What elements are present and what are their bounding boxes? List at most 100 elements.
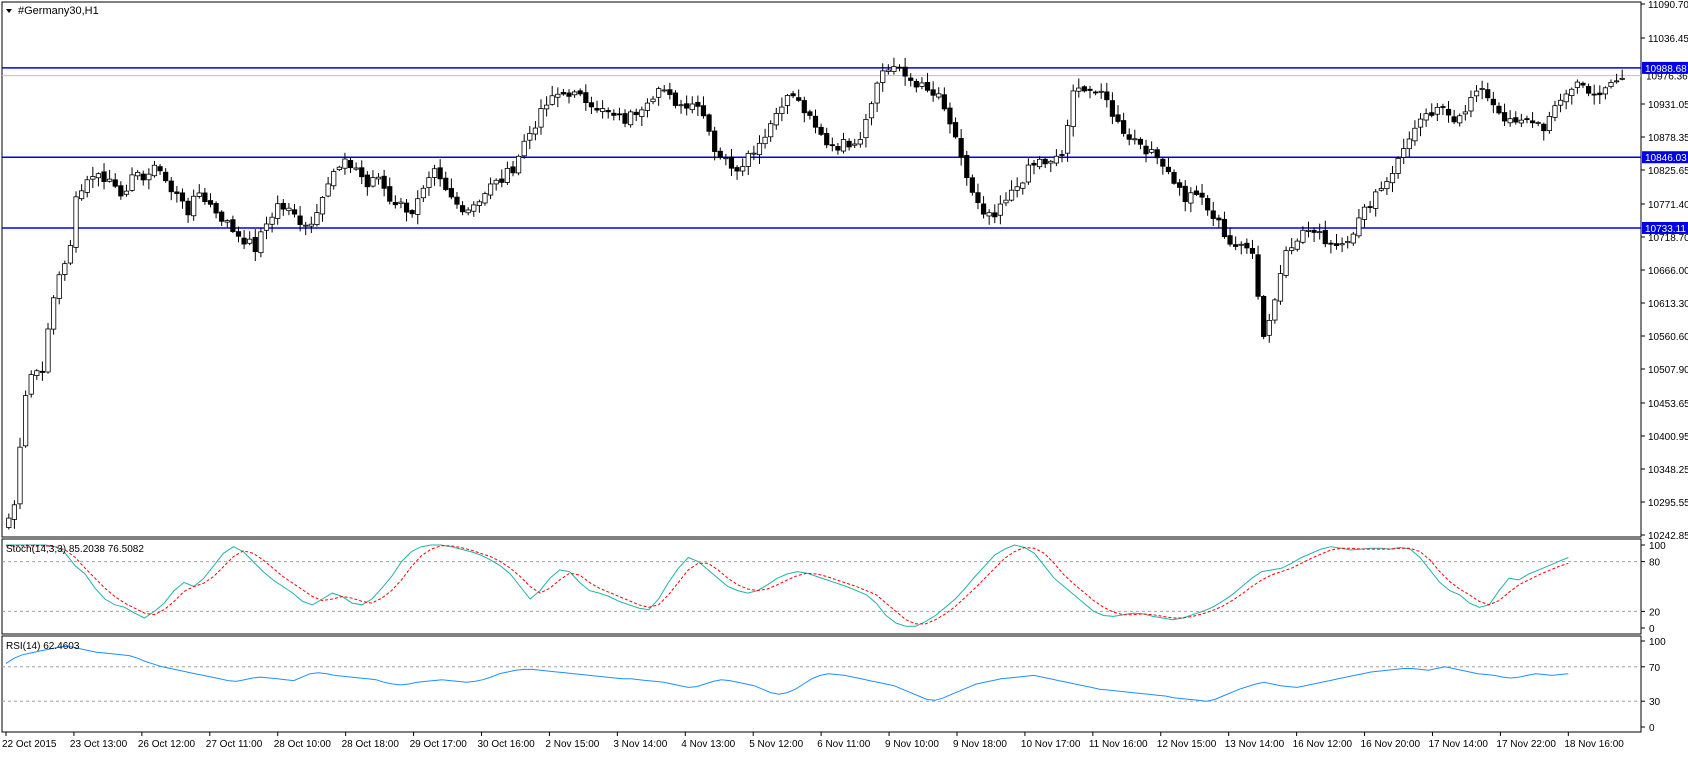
candle-bullish bbox=[1602, 87, 1608, 95]
candle-bullish bbox=[123, 190, 130, 195]
candle-bearish bbox=[1115, 114, 1121, 122]
candle-bearish bbox=[633, 111, 639, 116]
candle-bearish bbox=[1093, 91, 1099, 94]
candle-bullish bbox=[880, 70, 886, 83]
candle-bearish bbox=[213, 203, 219, 214]
candle-bullish bbox=[325, 183, 331, 197]
candle-bullish bbox=[1619, 77, 1625, 80]
candle-bullish bbox=[191, 195, 197, 217]
rsi-panel-frame bbox=[1, 635, 1642, 733]
candle-bullish bbox=[84, 179, 90, 193]
price-tick-label: 10878.35 bbox=[1648, 133, 1688, 144]
candle-bullish bbox=[639, 109, 645, 117]
candle-bearish bbox=[101, 171, 107, 182]
candle-bearish bbox=[448, 188, 454, 198]
candle-bearish bbox=[241, 237, 247, 245]
indicator-tick-label: 0 bbox=[1649, 624, 1655, 635]
candle-bullish bbox=[258, 231, 264, 254]
candle-bullish bbox=[247, 238, 253, 244]
candle-bearish bbox=[1367, 206, 1373, 208]
candle-bearish bbox=[381, 175, 387, 189]
time-tick-label: 30 Oct 16:00 bbox=[477, 739, 535, 750]
time-tick-label: 6 Nov 11:00 bbox=[817, 739, 871, 750]
candle-bearish bbox=[1496, 105, 1502, 114]
candle-bullish bbox=[370, 177, 376, 187]
main-price-panel[interactable]: 11090.70 11036.45 10931.05 10878.35 10825.65… bbox=[1, 0, 1688, 542]
candle-bearish bbox=[1501, 112, 1508, 122]
stochastic-panel[interactable]: 100 80 20 0 Stoch(14,3,3) 85.2038 76.5082 bbox=[1, 538, 1666, 635]
candle-bullish bbox=[129, 174, 135, 191]
candle-bearish bbox=[443, 177, 449, 190]
candle-bearish bbox=[622, 113, 628, 124]
time-tick-label: 18 Nov 16:00 bbox=[1564, 739, 1624, 750]
candle-bullish bbox=[1305, 229, 1312, 232]
candle-bearish bbox=[980, 203, 987, 215]
candle-bullish bbox=[555, 93, 561, 98]
candle-bullish bbox=[544, 104, 550, 110]
time-tick-label: 3 Nov 14:00 bbox=[613, 739, 667, 750]
indicator-tick-label: 100 bbox=[1649, 541, 1666, 552]
candle-bearish bbox=[185, 200, 191, 216]
candle-bullish bbox=[303, 224, 309, 227]
candle-bearish bbox=[577, 90, 583, 95]
rsi-line bbox=[5, 645, 1569, 702]
chart-menu-triangle-icon[interactable] bbox=[6, 9, 12, 13]
candle-bearish bbox=[499, 178, 505, 183]
candle-bullish bbox=[342, 158, 348, 169]
candle-bullish bbox=[196, 192, 202, 197]
indicator-tick-label: 30 bbox=[1649, 697, 1661, 708]
candle-bullish bbox=[572, 91, 578, 96]
candle-bearish bbox=[1541, 123, 1547, 132]
candle-bearish bbox=[1513, 117, 1519, 123]
candle-bearish bbox=[896, 66, 903, 69]
candle-bullish bbox=[1036, 158, 1043, 168]
candle-bearish bbox=[1333, 243, 1340, 246]
time-tick-label: 13 Nov 14:00 bbox=[1225, 739, 1285, 750]
time-tick-label: 9 Nov 10:00 bbox=[885, 739, 939, 750]
candle-bullish bbox=[135, 172, 141, 177]
candle-bearish bbox=[207, 200, 214, 205]
candle-bullish bbox=[723, 157, 729, 160]
candle-bullish bbox=[336, 166, 342, 171]
candle-bearish bbox=[1210, 210, 1216, 219]
candle-bullish bbox=[1070, 90, 1076, 127]
candle-bullish bbox=[1468, 97, 1474, 112]
candle-bullish bbox=[1356, 217, 1362, 237]
rsi-title: RSI(14) 62.4603 bbox=[6, 641, 80, 652]
candle-bearish bbox=[347, 160, 354, 169]
candle-bullish bbox=[521, 140, 527, 157]
candle-bullish bbox=[73, 196, 79, 248]
candle-bullish bbox=[1076, 87, 1082, 92]
candle-bullish bbox=[779, 106, 785, 114]
candle-bullish bbox=[1384, 181, 1390, 190]
candle-bullish bbox=[656, 88, 662, 98]
candle-bearish bbox=[672, 92, 679, 106]
candle-bearish bbox=[1059, 154, 1065, 156]
candle-bullish bbox=[997, 203, 1003, 216]
stochastic-title: Stoch(14,3,3) 85.2038 76.5082 bbox=[6, 544, 144, 555]
stoch-main-line bbox=[6, 544, 1569, 627]
candle-bullish bbox=[319, 197, 326, 215]
candle-bullish bbox=[852, 143, 858, 146]
candle-bullish bbox=[919, 82, 925, 87]
time-tick-label: 29 Oct 17:00 bbox=[410, 739, 468, 750]
candle-bullish bbox=[79, 190, 85, 200]
candle-bullish bbox=[891, 66, 897, 72]
candle-bullish bbox=[1552, 105, 1558, 118]
candle-bullish bbox=[1008, 189, 1015, 201]
candle-bullish bbox=[1014, 186, 1020, 191]
indicator-tick-label: 20 bbox=[1649, 607, 1661, 618]
candle-bearish bbox=[1182, 185, 1188, 203]
candle-bearish bbox=[829, 144, 835, 147]
candle-bearish bbox=[1031, 162, 1037, 166]
candle-bearish bbox=[969, 177, 975, 193]
candle-bearish bbox=[219, 211, 225, 222]
candle-bullish bbox=[768, 123, 774, 138]
candle-bullish bbox=[1574, 81, 1580, 88]
candle-bearish bbox=[387, 186, 393, 202]
candle-bearish bbox=[510, 166, 516, 174]
rsi-panel[interactable]: 100 70 30 0 RSI(14) 62.4603 bbox=[1, 635, 1666, 734]
price-tick-label: 10348.25 bbox=[1648, 465, 1688, 476]
